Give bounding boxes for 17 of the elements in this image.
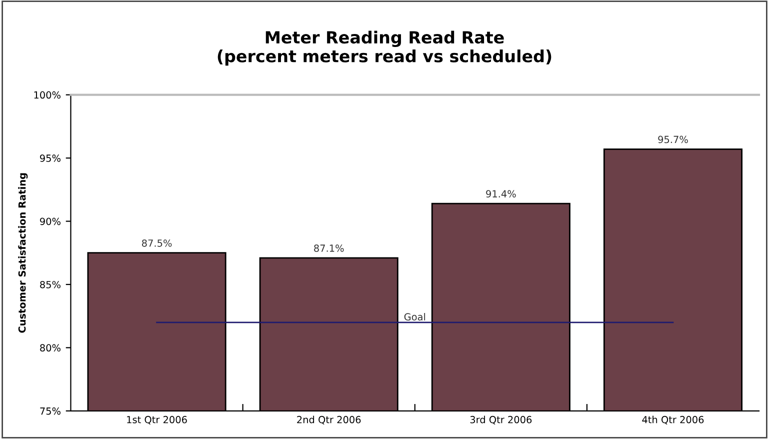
data-label: 87.1% — [314, 244, 344, 252]
x-tick-label: 2nd Qtr 2006 — [297, 416, 361, 424]
data-label: 95.7% — [658, 136, 688, 144]
y-tick-label: 100% — [34, 91, 60, 99]
y-tick-label: 90% — [40, 218, 60, 226]
y-tick-label: 95% — [40, 154, 60, 162]
x-tick-label: 1st Qtr 2006 — [127, 416, 187, 424]
series-label: Goal — [404, 312, 426, 321]
y-axis-title: Customer Satisfaction Rating — [18, 173, 28, 333]
x-tick-label: 3rd Qtr 2006 — [470, 416, 532, 424]
y-tick-label: 80% — [40, 344, 60, 352]
data-label: 87.5% — [142, 239, 172, 247]
y-tick-label: 75% — [40, 407, 60, 415]
x-tick-label: 4th Qtr 2006 — [642, 416, 704, 424]
chart-title: Meter Reading Read Rate (percent meters read vs scheduled) — [218, 30, 552, 66]
y-tick-label: 85% — [40, 280, 60, 288]
data-label: 91.4% — [486, 190, 516, 198]
